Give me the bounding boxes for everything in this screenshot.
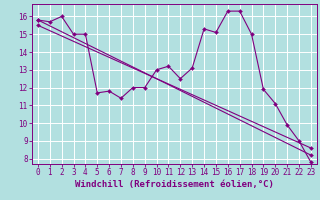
X-axis label: Windchill (Refroidissement éolien,°C): Windchill (Refroidissement éolien,°C) [75,180,274,189]
